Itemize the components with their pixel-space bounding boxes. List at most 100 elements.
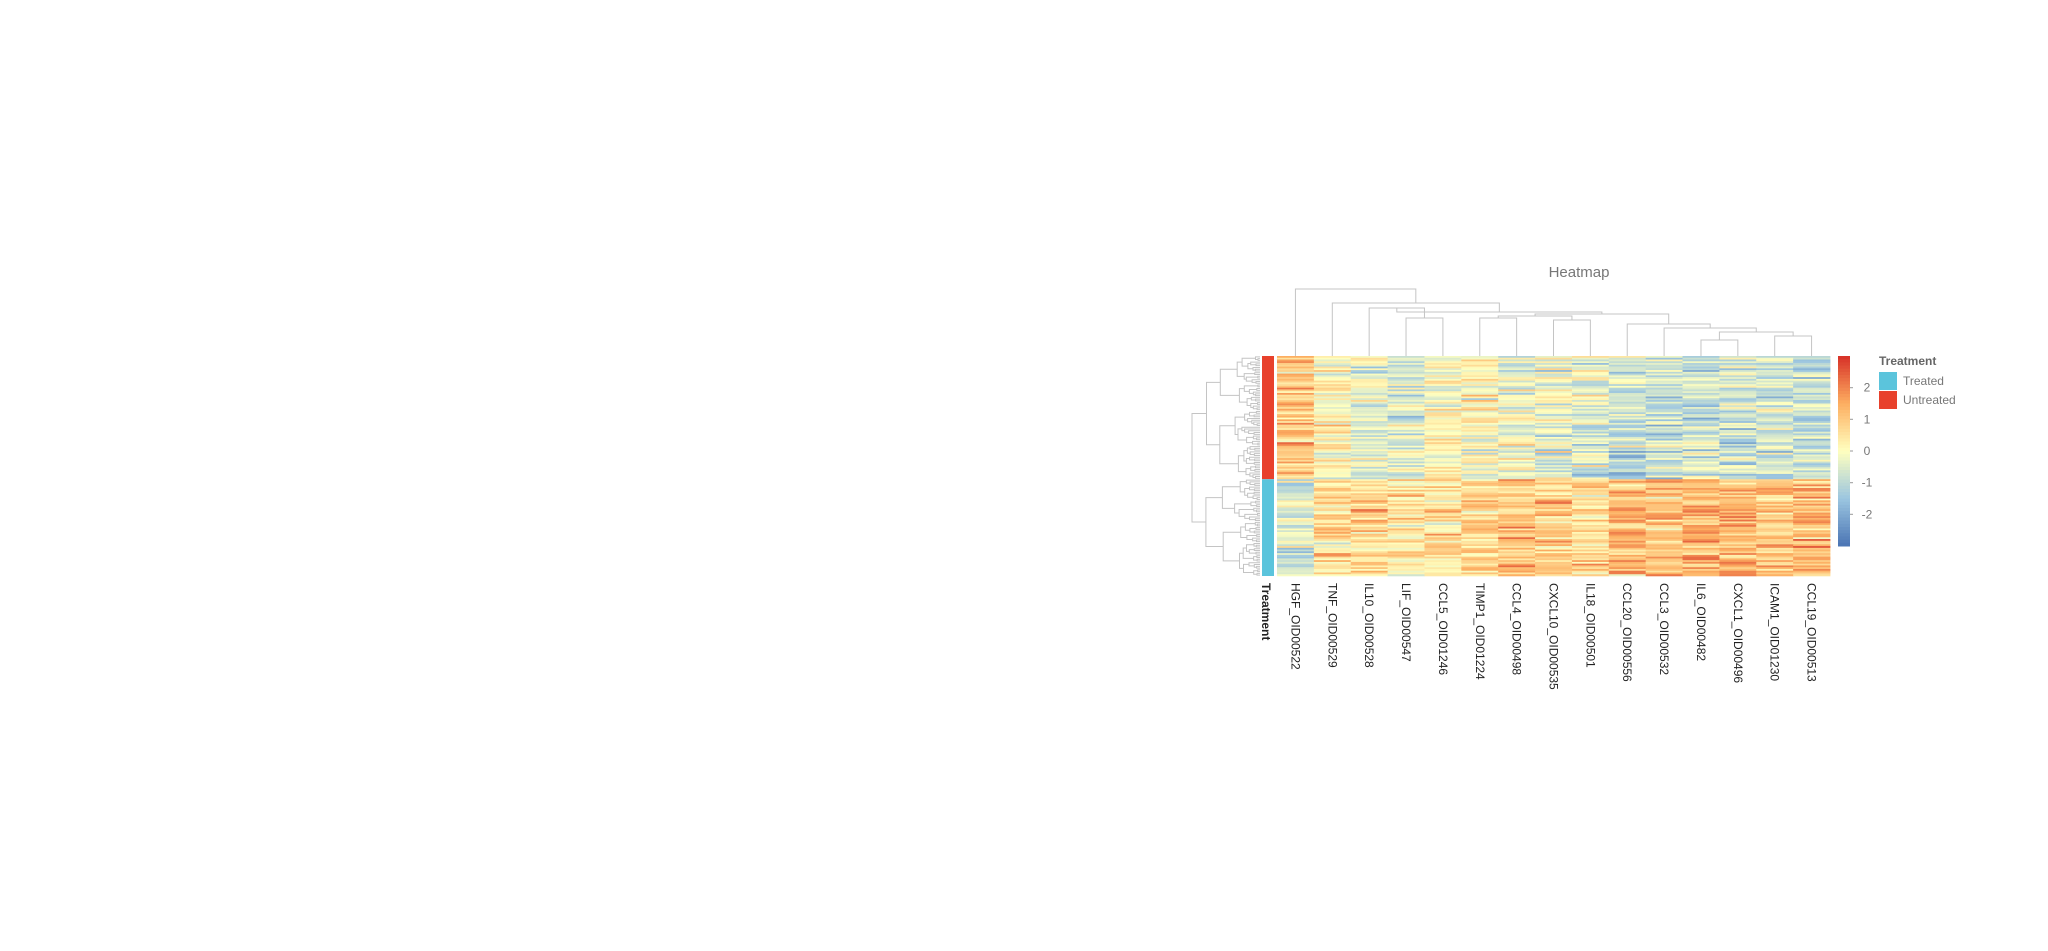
dendrogram-link — [1250, 396, 1260, 401]
heatmap-cell — [1387, 480, 1425, 484]
heatmap-cell — [1313, 574, 1352, 577]
heatmap-cell — [1424, 528, 1462, 531]
heatmap-cell — [1424, 364, 1462, 367]
dendrogram-link — [1246, 535, 1257, 540]
heatmap-cell — [1645, 445, 1683, 448]
heatmap-cell — [1793, 572, 1831, 575]
column-labels: HGF_OID00522 TNF_OID00529 IL10_OID00528 LIF… — [1288, 583, 1818, 690]
heatmap-cell — [1461, 426, 1499, 429]
heatmap-cell — [1313, 408, 1352, 411]
dendrogram-link — [1255, 465, 1260, 469]
heatmap-cell — [1498, 445, 1536, 448]
colorbar-segment — [1838, 384, 1850, 389]
heatmap-cell — [1461, 412, 1499, 415]
heatmap-cell — [1498, 567, 1536, 570]
heatmap-cell — [1277, 382, 1315, 385]
heatmap-cell — [1461, 547, 1499, 550]
heatmap-cell — [1313, 503, 1352, 506]
heatmap-cell — [1313, 570, 1352, 573]
heatmap-cell — [1682, 440, 1720, 443]
heatmap-cell — [1645, 380, 1683, 383]
heatmap-cell — [1424, 407, 1462, 410]
heatmap-cell — [1277, 486, 1315, 489]
heatmap-cell — [1535, 470, 1573, 473]
heatmap-cell — [1682, 507, 1720, 510]
heatmap-cell — [1461, 461, 1499, 464]
heatmap-cell — [1277, 558, 1315, 561]
heatmap-cell — [1277, 563, 1315, 566]
heatmap-cell — [1424, 373, 1462, 376]
heatmap-cell — [1277, 523, 1315, 526]
heatmap-cell — [1608, 410, 1647, 413]
dendrogram-link — [1246, 398, 1252, 406]
heatmap-cell — [1645, 482, 1683, 485]
heatmap-cell — [1387, 433, 1425, 436]
heatmap-cell — [1313, 526, 1352, 529]
heatmap-cell — [1424, 544, 1462, 547]
heatmap-cell — [1719, 361, 1757, 364]
heatmap-cell — [1645, 433, 1683, 436]
heatmap-cell — [1313, 403, 1352, 406]
heatmap-cell — [1350, 391, 1388, 394]
heatmap-cell — [1719, 417, 1757, 420]
heatmap-cell — [1350, 417, 1388, 420]
heatmap-cell — [1350, 407, 1388, 410]
heatmap-cell — [1424, 431, 1462, 434]
dendrogram-link — [1237, 455, 1246, 473]
heatmap-cell — [1461, 468, 1499, 471]
heatmap-cell — [1277, 424, 1315, 427]
heatmap-cell — [1682, 458, 1720, 461]
heatmap-cell — [1793, 389, 1831, 392]
heatmap-cell — [1498, 463, 1536, 466]
heatmap-cell — [1313, 544, 1352, 547]
heatmap-cell — [1387, 459, 1425, 462]
heatmap-cell — [1756, 567, 1794, 570]
heatmap-cell — [1387, 384, 1425, 387]
heatmap-cell — [1313, 549, 1352, 552]
heatmap-cell — [1424, 480, 1462, 484]
heatmap-cell — [1682, 466, 1720, 469]
heatmap-cell — [1719, 480, 1757, 484]
heatmap-cell — [1645, 410, 1683, 413]
heatmap-cell — [1424, 384, 1462, 387]
heatmap-cell — [1571, 472, 1610, 475]
heatmap-cell — [1277, 473, 1315, 476]
heatmap-cell — [1461, 556, 1499, 559]
heatmap-cell — [1535, 375, 1573, 378]
heatmap-cell — [1387, 428, 1425, 431]
heatmap-cell — [1461, 378, 1499, 381]
heatmap-cell — [1313, 532, 1352, 535]
heatmap-cell — [1645, 561, 1683, 564]
heatmap-cell — [1498, 396, 1536, 399]
heatmap-cell — [1682, 539, 1720, 542]
heatmap-cell — [1313, 505, 1352, 508]
heatmap-cell — [1461, 366, 1499, 369]
heatmap-cell — [1608, 438, 1647, 441]
heatmap-cell — [1756, 484, 1794, 487]
heatmap-cell — [1424, 561, 1462, 564]
heatmap-cell — [1535, 456, 1573, 459]
heatmap-cell — [1350, 408, 1388, 411]
heatmap-cell — [1682, 447, 1720, 450]
heatmap-cell — [1645, 565, 1683, 568]
heatmap-cell — [1608, 560, 1647, 563]
heatmap-cell — [1608, 398, 1647, 401]
heatmap-cell — [1387, 415, 1425, 418]
heatmap-cell — [1277, 524, 1315, 528]
heatmap-cell — [1535, 410, 1573, 413]
heatmap-cell — [1793, 505, 1831, 508]
heatmap-cell — [1387, 408, 1425, 411]
heatmap-cell — [1535, 479, 1573, 482]
heatmap-cell — [1756, 438, 1794, 441]
heatmap-cell — [1498, 426, 1536, 429]
heatmap-cell — [1682, 549, 1720, 552]
heatmap-cell — [1461, 539, 1499, 542]
heatmap-cell — [1424, 375, 1462, 378]
heatmap-cell — [1313, 512, 1352, 515]
heatmap-cell — [1756, 442, 1794, 445]
heatmap-cell — [1350, 424, 1388, 427]
heatmap-cell — [1535, 472, 1573, 475]
heatmap-cell — [1498, 407, 1536, 410]
heatmap-cell — [1793, 563, 1831, 566]
